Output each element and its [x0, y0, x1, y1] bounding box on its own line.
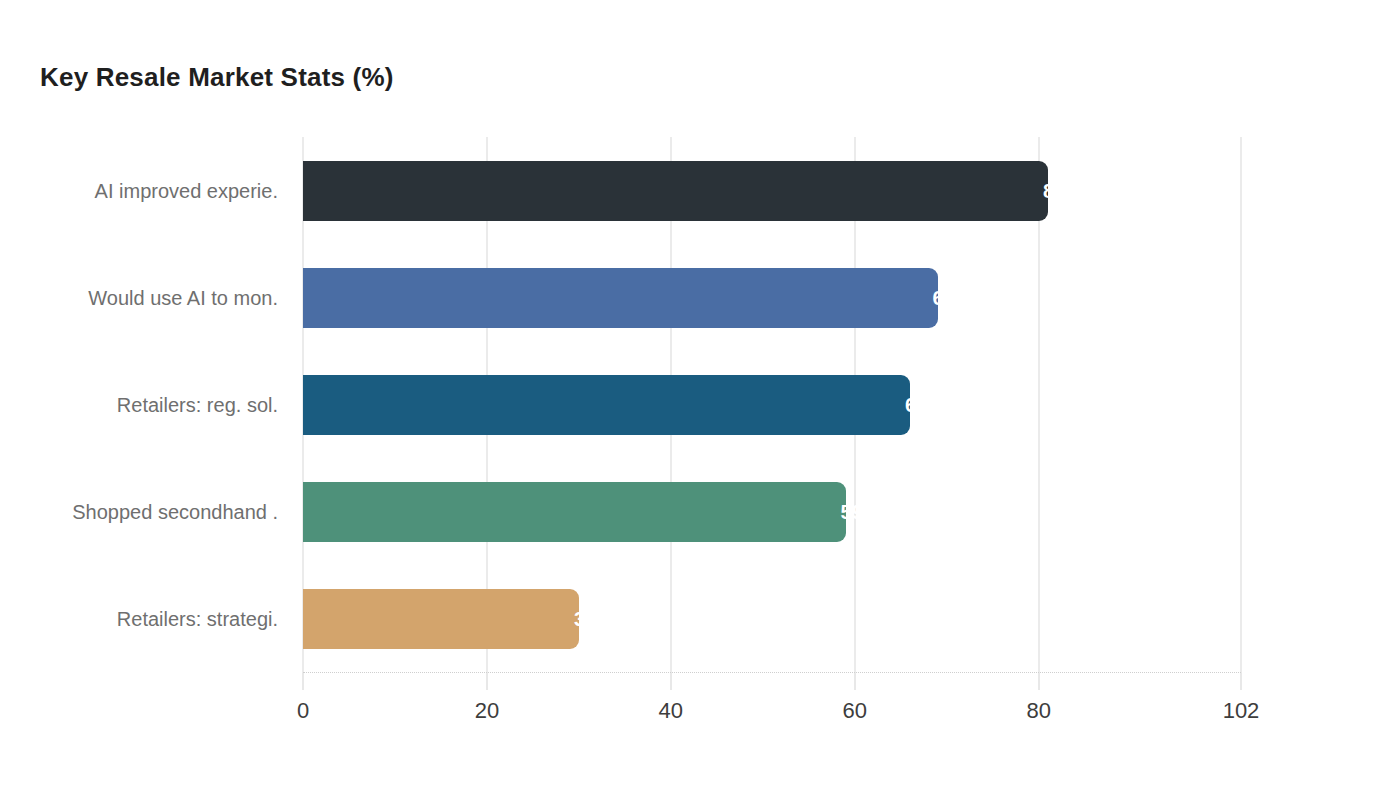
bar-row: 81: [303, 161, 1241, 221]
bar-value-label: 69: [933, 286, 955, 309]
category-label: Would use AI to mon.: [0, 283, 278, 313]
bar-row: 66: [303, 375, 1241, 435]
x-tick-label: 20: [475, 698, 499, 724]
x-tick-label: 40: [659, 698, 683, 724]
x-tick-label: 80: [1026, 698, 1050, 724]
x-tick-mark: [1240, 673, 1242, 690]
x-tick-label: 0: [297, 698, 309, 724]
bar-1[interactable]: [303, 161, 1048, 221]
x-tick-mark: [302, 673, 304, 690]
bar-row: 30: [303, 589, 1241, 649]
bar-row: 69: [303, 268, 1241, 328]
category-label: Retailers: strategi.: [0, 604, 278, 634]
chart-title: Key Resale Market Stats (%): [40, 62, 394, 93]
x-tick-mark: [854, 673, 856, 690]
bar-4[interactable]: [303, 482, 846, 542]
bar-row: 59: [303, 482, 1241, 542]
bar-5[interactable]: [303, 589, 579, 649]
x-tick-mark: [1038, 673, 1040, 690]
bar-3[interactable]: [303, 375, 910, 435]
x-tick-label: 102: [1223, 698, 1260, 724]
bar-value-label: 59: [841, 501, 863, 524]
x-tick-mark: [670, 673, 672, 690]
chart-page: Key Resale Market Stats (%) 81 69 66 59 30 A…: [0, 0, 1400, 800]
bar-value-label: 30: [574, 608, 596, 631]
category-label: AI improved experie.: [0, 176, 278, 206]
bar-2[interactable]: [303, 268, 938, 328]
bar-value-label: 81: [1043, 179, 1065, 202]
category-label: Retailers: reg. sol.: [0, 390, 278, 420]
plot-area: 81 69 66 59 30: [303, 137, 1241, 673]
x-tick-label: 60: [843, 698, 867, 724]
bar-value-label: 66: [905, 394, 927, 417]
x-tick-mark: [486, 673, 488, 690]
x-axis-line: [303, 672, 1241, 673]
category-label: Shopped secondhand .: [0, 497, 278, 527]
